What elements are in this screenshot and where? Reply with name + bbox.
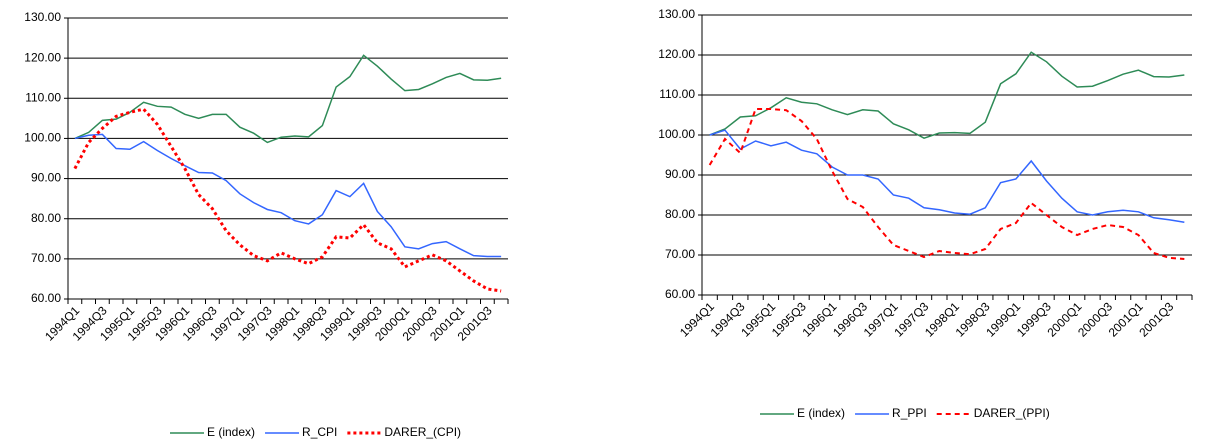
legend-label: E (index) — [797, 406, 845, 420]
series-line — [73, 107, 502, 293]
legend-label: R_CPI — [302, 425, 337, 439]
y-tick-label: 80.00 — [31, 211, 61, 225]
y-tick-label: 110.00 — [25, 90, 61, 104]
y-tick-label: 70.00 — [665, 247, 695, 261]
y-tick-label: 70.00 — [31, 251, 61, 265]
legend: E (index) R_PPI DARER_(PPI) — [760, 406, 1050, 420]
legend-label: DARER_(PPI) — [974, 406, 1050, 420]
y-tick-label: 80.00 — [665, 207, 695, 221]
y-tick-label: 100.00 — [24, 131, 61, 145]
series-line — [709, 51, 1185, 140]
y-tick-label: 120.00 — [24, 50, 61, 64]
series-line — [74, 133, 502, 258]
y-tick-label: 60.00 — [31, 291, 61, 305]
legend-label: R_PPI — [892, 406, 927, 420]
series-line — [708, 108, 1185, 260]
series-line — [709, 129, 1185, 223]
legend-label: E (index) — [207, 425, 255, 439]
x-tick-label: 2001Q3 — [1136, 299, 1176, 339]
series-line — [74, 54, 502, 144]
y-tick-label: 60.00 — [665, 287, 695, 301]
y-tick-label: 120.00 — [658, 47, 695, 61]
y-tick-label: 100.00 — [658, 127, 695, 141]
y-tick-label: 110.00 — [659, 87, 695, 101]
legend: E (index) R_CPI DARER_(CPI) — [170, 425, 461, 439]
y-tick-label: 90.00 — [31, 171, 61, 185]
y-tick-label: 90.00 — [665, 167, 695, 181]
legend-label: DARER_(CPI) — [384, 425, 461, 439]
y-tick-label: 130.00 — [24, 10, 61, 24]
y-tick-label: 130.00 — [658, 7, 695, 21]
